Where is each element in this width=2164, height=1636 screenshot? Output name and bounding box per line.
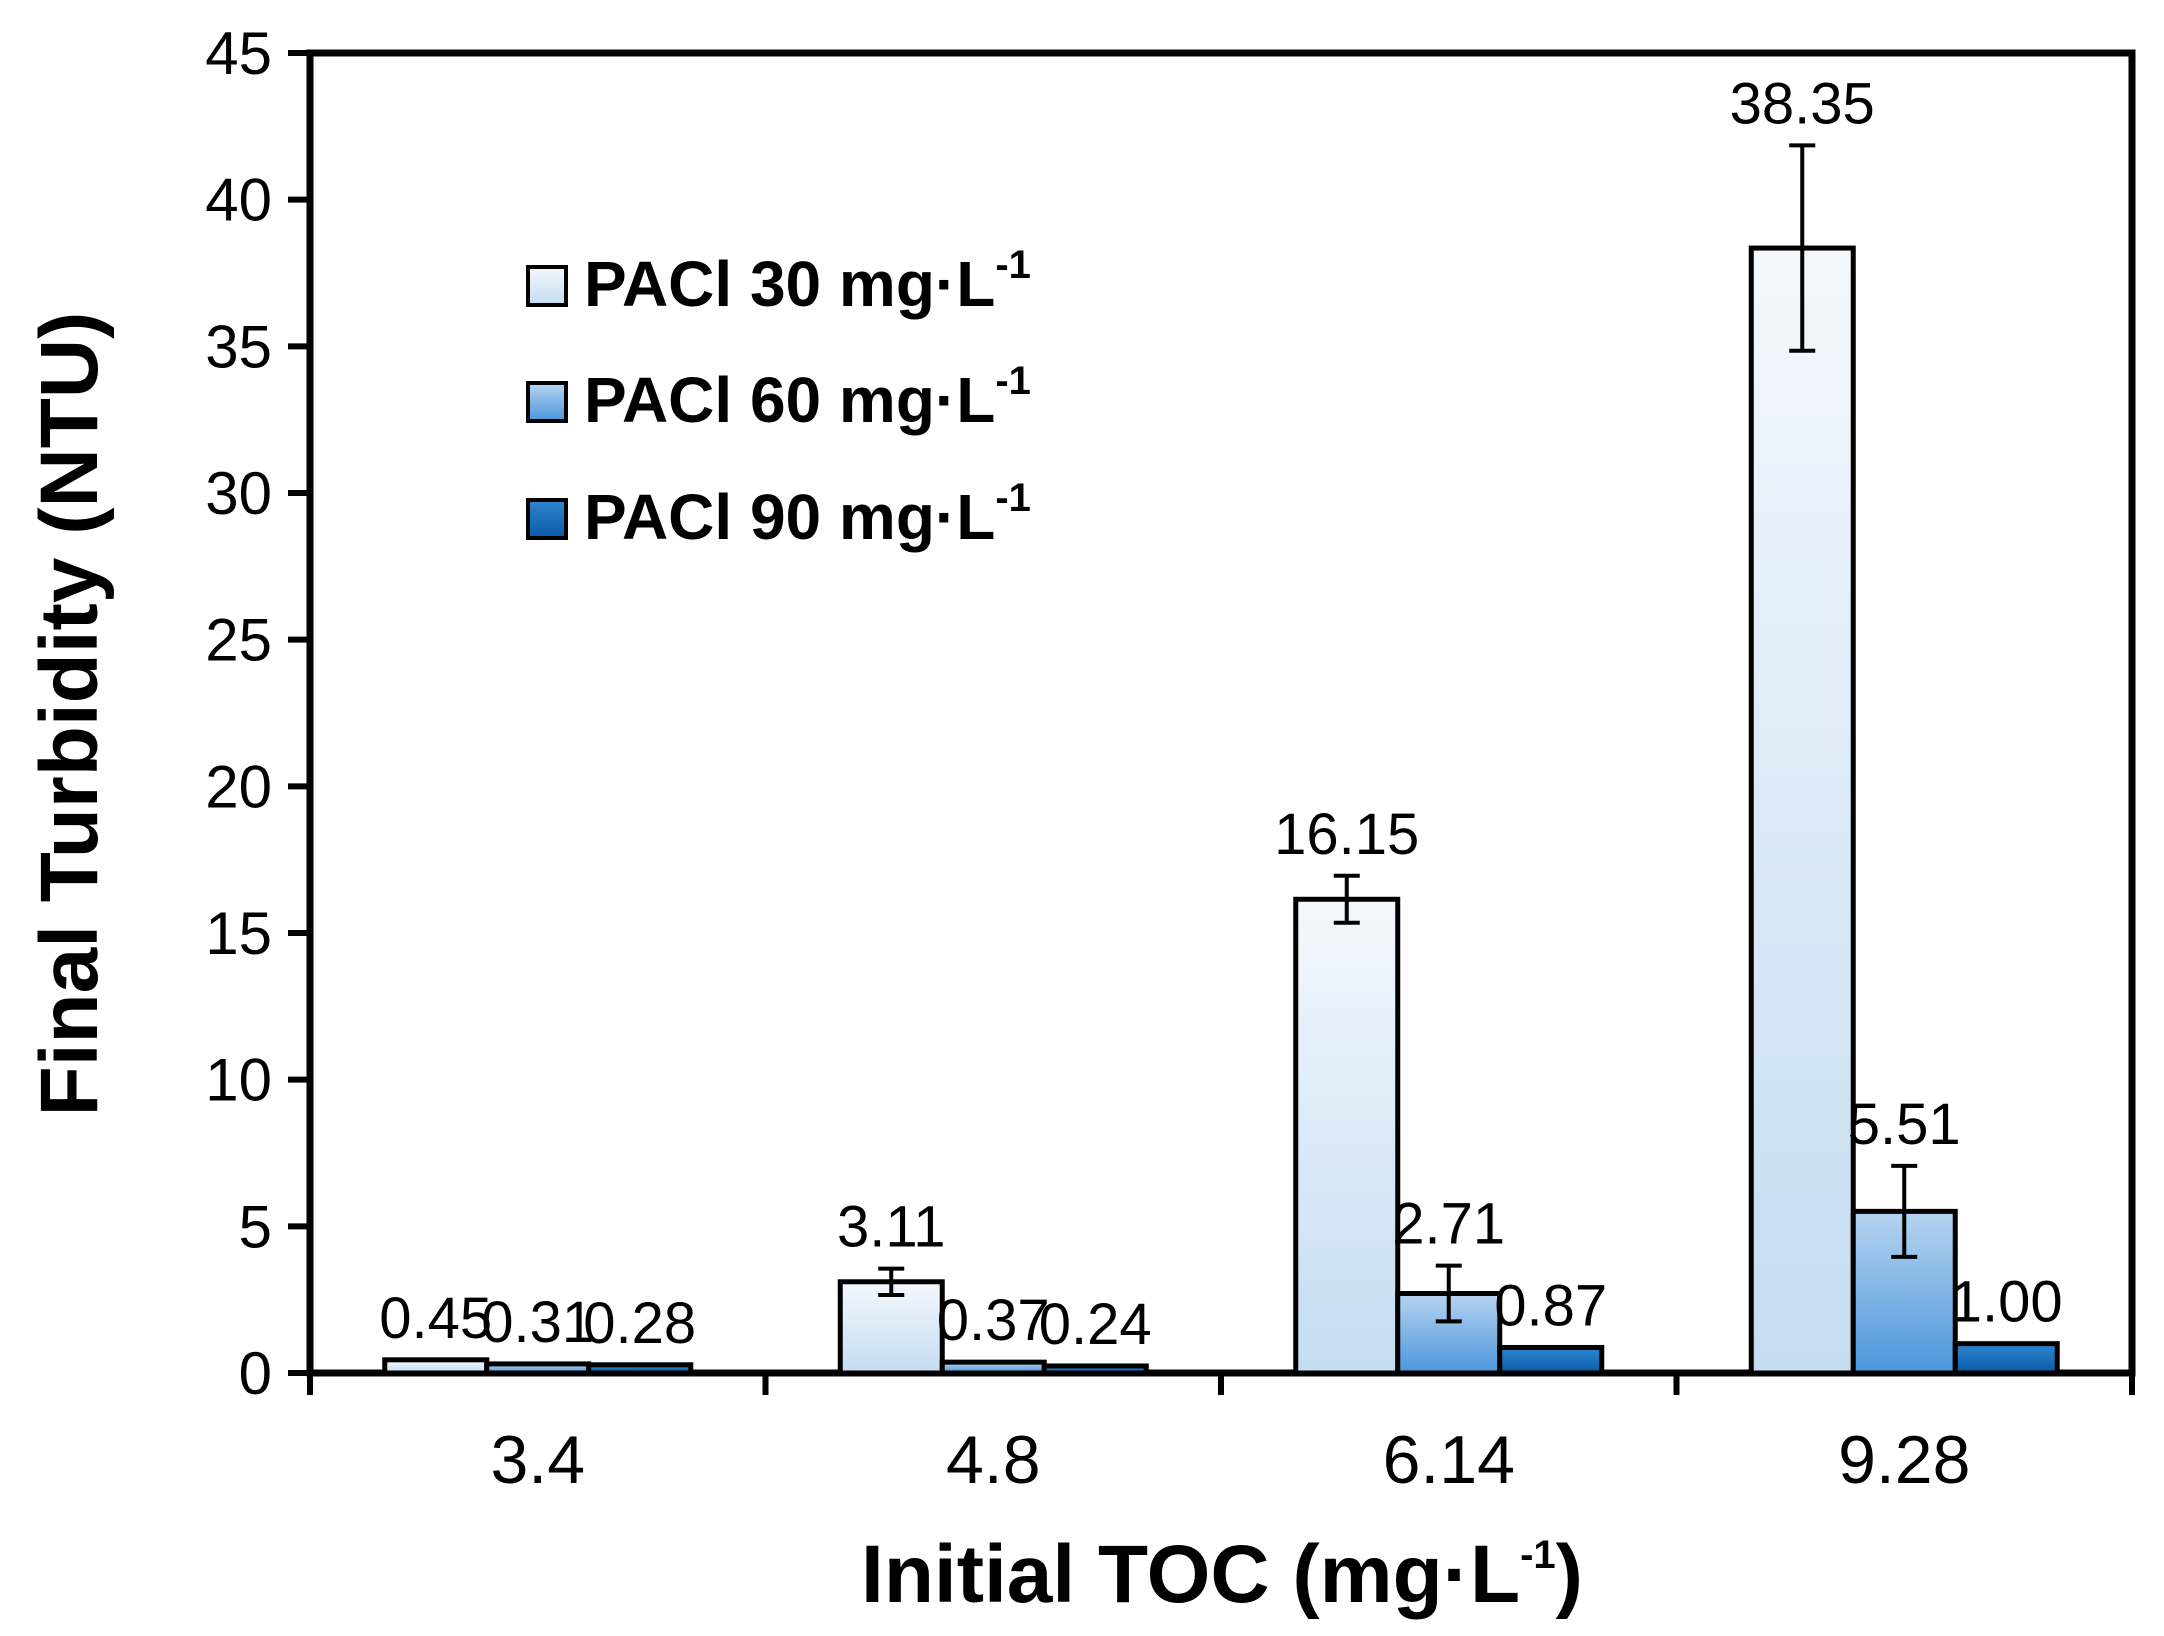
error-bar-group	[878, 143, 1918, 1324]
y-tick-label: 30	[205, 460, 272, 527]
bar-series-3-6.14	[1497, 1344, 1605, 1376]
y-tick-label: 25	[205, 607, 272, 674]
bar-series-3-4.8	[1041, 1363, 1149, 1376]
data-label: 5.51	[1848, 1092, 1961, 1157]
legend-label-pacl-90: PACl 90 mg·L-1	[584, 476, 1031, 553]
data-label: 2.71	[1392, 1192, 1505, 1257]
y-tick-label: 15	[205, 900, 272, 967]
x-tick-label: 4.8	[946, 1422, 1041, 1498]
data-label-group: 0.45 3.11 16.15 38.35 0.31 0.37 2.71 5.51 0.28 0.…	[379, 71, 2062, 1357]
x-tick-label: 9.28	[1838, 1422, 1970, 1498]
bar-series-1-9.28	[1748, 245, 1856, 1376]
bar-series-3-9.28	[1952, 1341, 2060, 1376]
y-tick-label: 35	[205, 313, 272, 380]
x-axis-title: Initial TOC (mg·L-1)	[861, 1529, 1583, 1620]
y-tick-label: 0	[239, 1340, 272, 1407]
data-label: 3.11	[837, 1195, 946, 1260]
data-label: 1.00	[1950, 1270, 2063, 1335]
bar-series-3-3.4	[586, 1362, 694, 1376]
y-tick-label: 5	[239, 1193, 272, 1260]
x-axis-title-main: Initial TOC (mg·L	[861, 1529, 1520, 1620]
data-label: 0.37	[937, 1288, 1050, 1353]
data-label: 0.45	[379, 1286, 492, 1351]
data-label: 38.35	[1730, 71, 1875, 136]
y-tick-label: 40	[205, 167, 272, 234]
legend-label-pacl-60: PACl 60 mg·L-1	[584, 359, 1031, 436]
legend-swatch-pacl-60	[526, 381, 568, 423]
y-tick-label: 10	[205, 1047, 272, 1114]
data-label: 0.87	[1494, 1273, 1607, 1338]
legend-label-pacl-30-main: PACl 30 mg·L	[584, 248, 995, 320]
y-axis-title: Final Turbidity (NTU)	[24, 312, 115, 1117]
legend: PACl 30 mg·L-1 PACl 60 mg·L-1 PACl 90 mg…	[526, 243, 1031, 553]
bar-series-1-6.14	[1293, 896, 1401, 1376]
data-label: 16.15	[1274, 802, 1419, 867]
x-axis-title-close: )	[1556, 1529, 1583, 1620]
data-label: 0.24	[1039, 1292, 1152, 1357]
bar-group	[382, 245, 2060, 1376]
data-label: 0.31	[481, 1290, 594, 1355]
legend-swatch-pacl-90	[526, 498, 568, 540]
legend-label-pacl-90-main: PACl 90 mg·L	[584, 481, 995, 553]
legend-label-pacl-30-superscript: -1	[995, 243, 1031, 287]
legend-label-pacl-60-superscript: -1	[995, 359, 1031, 403]
x-axis: 3.4 4.8 6.14 9.28	[307, 1373, 2135, 1498]
data-label: 0.28	[583, 1291, 696, 1356]
x-axis-title-superscript: -1	[1520, 1533, 1556, 1577]
legend-label-pacl-60-main: PACl 60 mg·L	[584, 364, 995, 436]
bar-series-2-4.8	[939, 1359, 1047, 1376]
x-tick-label: 3.4	[490, 1422, 585, 1498]
legend-swatch-pacl-30	[526, 265, 568, 307]
x-tick-label: 6.14	[1383, 1422, 1515, 1498]
y-tick-label: 45	[205, 20, 272, 87]
legend-label-pacl-90-superscript: -1	[995, 476, 1031, 520]
legend-label-pacl-30: PACl 30 mg·L-1	[584, 243, 1031, 320]
bar-series-1-3.4	[382, 1357, 490, 1376]
y-axis: 0 5 10 15 20 25 30 35 40 45	[205, 20, 310, 1407]
bar-series-2-3.4	[484, 1361, 592, 1376]
y-tick-label: 20	[205, 753, 272, 820]
